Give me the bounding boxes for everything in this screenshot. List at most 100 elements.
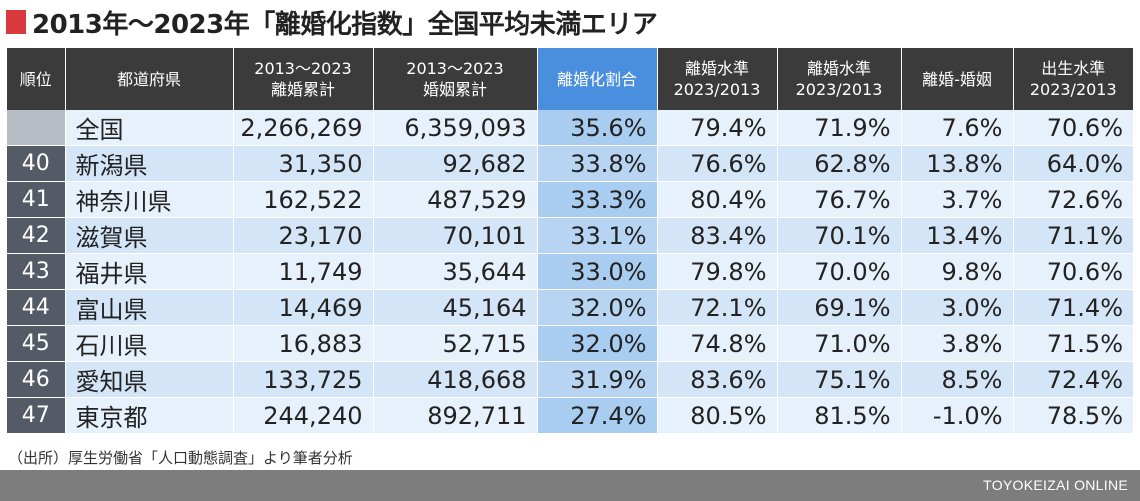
header-birth-level: 出生水準 2023/2013 (1013, 48, 1133, 110)
cell-level-2: 81.5% (777, 397, 902, 434)
cell-prefecture: 全国 (65, 110, 234, 146)
cell-divorce-total: 2,266,269 (233, 110, 374, 146)
table-header-row: 順位 都道府県 2013〜2023 離婚累計 2013〜2023 婚姻累計 離婚化割… (7, 48, 1133, 110)
cell-divorce-ratio: 33.1% (537, 217, 658, 254)
cell-rank: 42 (7, 217, 66, 254)
cell-birth-level: 71.4% (1013, 289, 1133, 326)
brand-label: TOYOKEIZAI ONLINE (983, 477, 1128, 493)
cell-divorce-level: 80.4% (657, 181, 778, 218)
header-marriage-total: 2013〜2023 婚姻累計 (373, 48, 538, 110)
cell-rank: 40 (7, 145, 66, 182)
cell-divorce-level: 79.4% (657, 110, 778, 146)
cell-level-2: 75.1% (777, 361, 902, 398)
cell-divorce-ratio: 33.3% (537, 181, 658, 218)
cell-rank: 43 (7, 253, 66, 290)
table-row-national: 全国 2,266,269 6,359,093 35.6% 79.4% 71.9% 7.6% 7… (7, 110, 1133, 146)
cell-divorce-level: 83.6% (657, 361, 778, 398)
header-divorce-level: 離婚水準 2023/2013 (657, 48, 778, 110)
cell-marriage-total: 45,164 (373, 289, 538, 326)
cell-marriage-total: 487,529 (373, 181, 538, 218)
cell-divorce-total: 162,522 (233, 181, 374, 218)
cell-rank (7, 110, 66, 146)
cell-level-2: 70.0% (777, 253, 902, 290)
table-row: 40 新潟県 31,350 92,682 33.8% 76.6% 62.8% 13.8% 64.… (7, 145, 1133, 182)
header-rank: 順位 (7, 48, 66, 110)
cell-rank: 41 (7, 181, 66, 218)
cell-divorce-ratio: 33.0% (537, 253, 658, 290)
cell-level-2: 70.1% (777, 217, 902, 254)
table-row: 47 東京都 244,240 892,711 27.4% 80.5% 81.5% -1.0% 7… (7, 397, 1133, 434)
cell-divorce-minus-marriage: 13.8% (901, 145, 1014, 182)
table-row: 41 神奈川県 162,522 487,529 33.3% 80.4% 76.7% 3.7% 7… (7, 181, 1133, 218)
cell-divorce-total: 133,725 (233, 361, 374, 398)
data-table: 順位 都道府県 2013〜2023 離婚累計 2013〜2023 婚姻累計 離婚化割… (7, 48, 1133, 434)
table-row: 45 石川県 16,883 52,715 32.0% 74.8% 71.0% 3.8% 71.5… (7, 325, 1133, 362)
cell-level-2: 71.9% (777, 110, 902, 146)
cell-marriage-total: 418,668 (373, 361, 538, 398)
cell-birth-level: 72.6% (1013, 181, 1133, 218)
cell-marriage-total: 6,359,093 (373, 110, 538, 146)
cell-divorce-total: 14,469 (233, 289, 374, 326)
title-accent-mark (6, 10, 26, 34)
header-level-2: 離婚水準 2023/2013 (777, 48, 902, 110)
cell-divorce-total: 16,883 (233, 325, 374, 362)
cell-prefecture: 滋賀県 (65, 217, 234, 254)
cell-prefecture: 東京都 (65, 397, 234, 434)
cell-level-2: 76.7% (777, 181, 902, 218)
cell-prefecture: 愛知県 (65, 361, 234, 398)
cell-divorce-minus-marriage: 8.5% (901, 361, 1014, 398)
cell-prefecture: 富山県 (65, 289, 234, 326)
cell-prefecture: 石川県 (65, 325, 234, 362)
cell-divorce-level: 72.1% (657, 289, 778, 326)
cell-divorce-level: 83.4% (657, 217, 778, 254)
cell-divorce-level: 80.5% (657, 397, 778, 434)
cell-birth-level: 70.6% (1013, 253, 1133, 290)
cell-divorce-minus-marriage: 9.8% (901, 253, 1014, 290)
table-row: 43 福井県 11,749 35,644 33.0% 79.8% 70.0% 9.8% 70.6… (7, 253, 1133, 290)
cell-rank: 46 (7, 361, 66, 398)
cell-divorce-ratio: 33.8% (537, 145, 658, 182)
cell-divorce-level: 74.8% (657, 325, 778, 362)
table-body: 全国 2,266,269 6,359,093 35.6% 79.4% 71.9% 7.6% 7… (7, 110, 1133, 434)
cell-prefecture: 新潟県 (65, 145, 234, 182)
cell-divorce-ratio: 35.6% (537, 110, 658, 146)
header-divorce-ratio: 離婚化割合 (537, 48, 658, 110)
cell-divorce-ratio: 27.4% (537, 397, 658, 434)
cell-divorce-minus-marriage: 3.7% (901, 181, 1014, 218)
cell-level-2: 71.0% (777, 325, 902, 362)
footer-bar: TOYOKEIZAI ONLINE (0, 470, 1140, 501)
cell-birth-level: 71.1% (1013, 217, 1133, 254)
cell-birth-level: 64.0% (1013, 145, 1133, 182)
cell-level-2: 69.1% (777, 289, 902, 326)
cell-birth-level: 78.5% (1013, 397, 1133, 434)
cell-divorce-level: 76.6% (657, 145, 778, 182)
cell-birth-level: 70.6% (1013, 110, 1133, 146)
cell-prefecture: 福井県 (65, 253, 234, 290)
cell-divorce-minus-marriage: 13.4% (901, 217, 1014, 254)
cell-divorce-total: 11,749 (233, 253, 374, 290)
cell-marriage-total: 892,711 (373, 397, 538, 434)
cell-birth-level: 72.4% (1013, 361, 1133, 398)
cell-level-2: 62.8% (777, 145, 902, 182)
cell-divorce-minus-marriage: -1.0% (901, 397, 1014, 434)
cell-marriage-total: 35,644 (373, 253, 538, 290)
header-prefecture: 都道府県 (65, 48, 234, 110)
cell-divorce-total: 31,350 (233, 145, 374, 182)
cell-divorce-ratio: 32.0% (537, 289, 658, 326)
table-row: 42 滋賀県 23,170 70,101 33.1% 83.4% 70.1% 13.4% 71.… (7, 217, 1133, 254)
cell-divorce-minus-marriage: 3.8% (901, 325, 1014, 362)
cell-marriage-total: 70,101 (373, 217, 538, 254)
cell-divorce-total: 23,170 (233, 217, 374, 254)
cell-divorce-level: 79.8% (657, 253, 778, 290)
table-row: 46 愛知県 133,725 418,668 31.9% 83.6% 75.1% 8.5% 72… (7, 361, 1133, 398)
cell-divorce-ratio: 31.9% (537, 361, 658, 398)
cell-rank: 45 (7, 325, 66, 362)
table-row: 44 富山県 14,469 45,164 32.0% 72.1% 69.1% 3.0% 71.4… (7, 289, 1133, 326)
cell-marriage-total: 92,682 (373, 145, 538, 182)
chart-title-row: 2013年〜2023年「離婚化指数」全国平均未満エリア (6, 4, 658, 40)
cell-rank: 44 (7, 289, 66, 326)
cell-rank: 47 (7, 397, 66, 434)
cell-birth-level: 71.5% (1013, 325, 1133, 362)
chart-title: 2013年〜2023年「離婚化指数」全国平均未満エリア (32, 9, 658, 40)
cell-divorce-minus-marriage: 7.6% (901, 110, 1014, 146)
